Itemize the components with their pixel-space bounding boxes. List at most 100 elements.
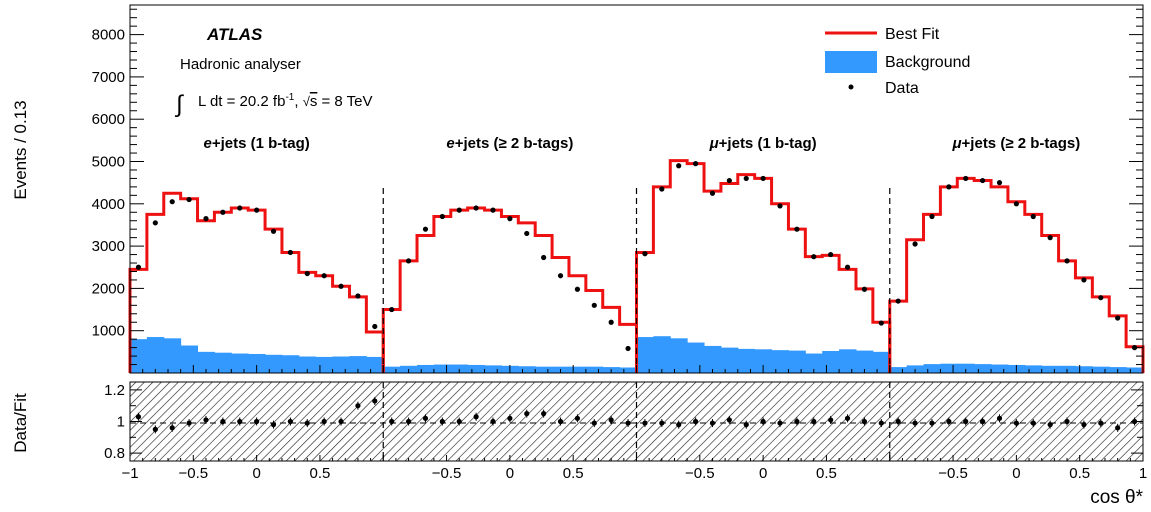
ratio-point xyxy=(980,418,986,425)
background-bin xyxy=(450,364,469,373)
background-bin xyxy=(298,356,317,373)
data-points xyxy=(135,161,1138,352)
x-axis-title: cos θ* xyxy=(1090,487,1143,508)
background-bin xyxy=(788,350,806,373)
data-point xyxy=(372,323,378,330)
data-point xyxy=(996,180,1003,186)
ratio-point xyxy=(338,418,344,425)
ratio-point xyxy=(676,422,682,428)
data-point xyxy=(659,186,665,192)
data-point xyxy=(1131,345,1138,351)
integral-sign: ∫ xyxy=(174,91,184,118)
data-point xyxy=(541,254,547,261)
ratio-point xyxy=(524,411,530,417)
background-bin xyxy=(839,349,857,373)
data-point xyxy=(524,230,530,237)
data-point xyxy=(1081,277,1087,283)
background-bin xyxy=(535,366,553,373)
ratio-point xyxy=(203,417,209,423)
legend: Best Fit Background Data xyxy=(825,26,970,97)
ratio-y-tick-label: 1.2 xyxy=(104,382,125,399)
x-tick-label: 0.5 xyxy=(1069,465,1090,482)
ratio-point xyxy=(321,418,327,425)
background-bin xyxy=(1126,367,1144,373)
data-point xyxy=(963,175,969,182)
data-point xyxy=(1030,213,1036,220)
ratio-point xyxy=(794,418,800,425)
ratio-point xyxy=(709,420,716,426)
background-bin xyxy=(146,337,165,373)
ratio-point xyxy=(220,418,226,425)
background-bin xyxy=(771,350,789,373)
background-bin xyxy=(180,345,199,373)
ratio-point xyxy=(861,418,868,425)
x-tick-label: 0 xyxy=(252,465,260,482)
ratio-point xyxy=(237,418,243,425)
channel-label: μ+jets (1 b-tag) xyxy=(709,135,817,152)
x-tick-label: −0.5 xyxy=(685,465,715,482)
ratio-point xyxy=(878,420,884,426)
background-bin xyxy=(687,342,705,373)
y-axis-title-bottom: Data/Fit xyxy=(11,393,30,453)
background-bin xyxy=(1041,365,1060,373)
x-tick-label: 0.5 xyxy=(310,465,331,482)
data-point xyxy=(844,264,851,270)
data-point xyxy=(777,203,783,209)
ratio-point xyxy=(625,420,631,426)
data-point xyxy=(507,216,513,222)
ratio-point xyxy=(169,425,175,431)
legend-data-swatch xyxy=(848,84,854,90)
background-bin xyxy=(991,364,1009,373)
background-bin xyxy=(923,364,941,373)
channel-lepton: e xyxy=(446,135,454,152)
x-tick-label: 0.5 xyxy=(816,465,837,482)
ratio-point xyxy=(1064,418,1070,425)
ratio-point xyxy=(1047,422,1053,428)
ratio-point xyxy=(456,418,462,425)
x-tick-label: −0.5 xyxy=(938,465,968,482)
background-bin xyxy=(720,347,739,373)
ratio-point xyxy=(743,422,749,428)
ratio-point xyxy=(760,418,766,425)
data-point xyxy=(490,207,496,213)
data-point xyxy=(861,286,868,292)
analyser-label: Hadronic analyser xyxy=(180,56,301,73)
top-plot-panel: 1000 2000 3000 4000 5000 6000 7000 8000 ATLAS H… xyxy=(92,4,1145,374)
data-point xyxy=(473,205,479,211)
fit-line-1 xyxy=(381,206,638,373)
channel-rest: +jets (≥ 2 b-tags) xyxy=(455,135,574,152)
data-point xyxy=(287,249,293,256)
channel-rest: +jets (1 b-tag) xyxy=(212,135,310,152)
ratio-point xyxy=(152,426,158,432)
background-bin xyxy=(484,365,502,373)
ratio-point xyxy=(355,403,361,409)
data-point xyxy=(625,345,631,352)
data-point xyxy=(422,226,429,232)
ratio-point xyxy=(642,420,648,426)
ratio-point xyxy=(1081,422,1087,428)
experiment-label: ATLAS xyxy=(206,25,263,44)
channel-label: e+jets (1 b-tag) xyxy=(203,135,309,152)
background-bin xyxy=(805,353,823,373)
data-point xyxy=(794,226,800,232)
legend-background-swatch xyxy=(825,51,877,73)
x-tick-labels: −0.5 0 0.5 −0.5 0 0.5 −0.5 0 0.5 −0.5 0 0.5 −1 1 xyxy=(121,465,1147,482)
ratio-y-tick-label: 0.8 xyxy=(104,445,125,462)
ratio-point xyxy=(692,418,699,425)
ratio-point xyxy=(439,418,445,425)
background-bin xyxy=(433,364,452,373)
background-bin xyxy=(265,354,283,373)
y-tick-label: 8000 xyxy=(92,27,125,44)
x-tick-label: 0.5 xyxy=(563,465,584,482)
ratio-points xyxy=(135,396,1138,434)
background-bin xyxy=(974,364,992,373)
channel-lepton: e xyxy=(203,135,211,152)
data-point xyxy=(389,306,395,313)
channel-rest: +jets (≥ 2 b-tags) xyxy=(962,135,1081,152)
ratio-point xyxy=(828,417,834,423)
ratio-point xyxy=(844,415,851,421)
ratio-point xyxy=(996,415,1003,421)
background-bin xyxy=(872,351,891,373)
ratio-point xyxy=(659,420,665,426)
